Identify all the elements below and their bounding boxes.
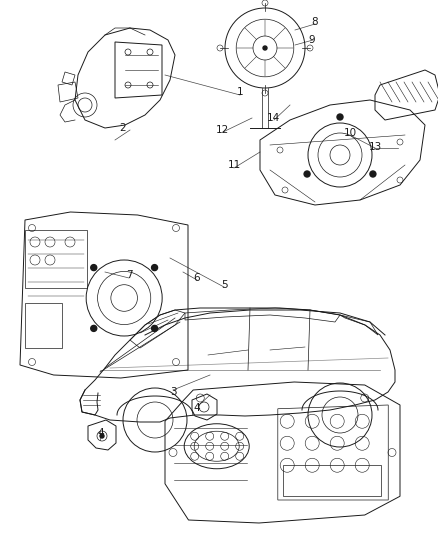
Circle shape	[370, 171, 376, 177]
Text: 4: 4	[194, 403, 200, 413]
Circle shape	[263, 46, 267, 50]
Text: 3: 3	[170, 387, 177, 397]
Text: 5: 5	[221, 280, 227, 290]
Text: 2: 2	[120, 123, 126, 133]
Text: 11: 11	[227, 160, 240, 170]
Text: 9: 9	[309, 35, 315, 45]
Circle shape	[152, 326, 158, 332]
Text: 8: 8	[312, 17, 318, 27]
Circle shape	[337, 114, 343, 120]
Circle shape	[304, 171, 310, 177]
Circle shape	[100, 434, 104, 438]
Circle shape	[91, 264, 97, 271]
Circle shape	[152, 264, 158, 271]
Text: 4: 4	[98, 428, 104, 438]
Text: 14: 14	[266, 113, 279, 123]
Text: 6: 6	[194, 273, 200, 283]
Text: 12: 12	[215, 125, 229, 135]
Text: 10: 10	[343, 128, 357, 138]
Text: 13: 13	[368, 142, 381, 152]
Text: 7: 7	[126, 270, 132, 280]
Circle shape	[91, 326, 97, 332]
Text: 1: 1	[237, 87, 244, 97]
